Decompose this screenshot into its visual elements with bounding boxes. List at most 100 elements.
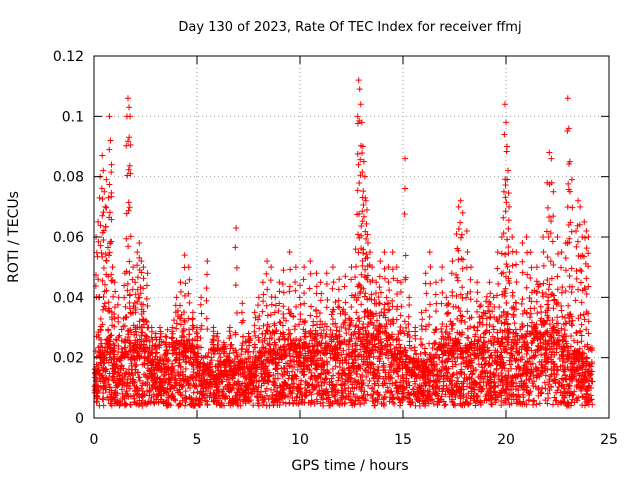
data-point (222, 364, 229, 371)
data-point (383, 350, 390, 357)
data-point (397, 312, 404, 319)
data-point (143, 282, 150, 289)
data-point (233, 264, 240, 271)
data-point (433, 351, 440, 358)
data-point (266, 402, 273, 409)
data-point (401, 330, 408, 337)
data-point (340, 347, 347, 354)
data-point (427, 263, 434, 270)
data-point (519, 296, 526, 303)
data-point (127, 401, 134, 408)
data-point (134, 369, 141, 376)
data-point (285, 385, 292, 392)
data-point (280, 310, 287, 317)
data-point (134, 390, 141, 397)
data-point (461, 318, 468, 325)
data-point (267, 277, 274, 284)
data-point (502, 251, 509, 258)
data-point (533, 298, 540, 305)
data-point (124, 351, 131, 358)
data-point (251, 322, 258, 329)
data-point (276, 288, 283, 295)
data-point (281, 343, 288, 350)
data-point (348, 303, 355, 310)
data-point (186, 299, 193, 306)
data-point (112, 288, 119, 295)
data-point (284, 336, 291, 343)
data-point (340, 321, 347, 328)
data-point (346, 322, 353, 329)
data-point (97, 336, 104, 343)
data-point (355, 249, 362, 256)
data-point (263, 385, 270, 392)
data-point (284, 341, 291, 348)
data-point (397, 399, 404, 406)
data-point (519, 258, 526, 265)
data-point (125, 243, 132, 250)
data-point (443, 294, 450, 301)
data-point (202, 397, 209, 404)
data-point (370, 361, 377, 368)
data-point (177, 401, 184, 408)
data-point (126, 134, 133, 141)
data-point (358, 223, 365, 230)
data-point (381, 306, 388, 313)
data-point (401, 318, 408, 325)
data-point (413, 372, 420, 379)
data-point (426, 340, 433, 347)
data-point (454, 274, 461, 281)
data-point (505, 217, 512, 224)
data-point (330, 279, 337, 286)
data-point (375, 363, 382, 370)
data-point (320, 402, 327, 409)
data-point (426, 382, 433, 389)
data-point (335, 377, 342, 384)
data-point (217, 364, 224, 371)
data-point (429, 367, 436, 374)
data-point (118, 346, 125, 353)
data-point (486, 321, 493, 328)
data-point (208, 354, 215, 361)
data-point (513, 261, 520, 268)
data-point (359, 372, 366, 379)
data-point (207, 390, 214, 397)
data-point (282, 317, 289, 324)
data-point (96, 194, 103, 201)
data-point (317, 349, 324, 356)
data-point (157, 375, 164, 382)
data-point (272, 352, 279, 359)
data-point (192, 402, 199, 409)
data-point (423, 290, 430, 297)
data-point (503, 300, 510, 307)
data-point (347, 374, 354, 381)
data-point (381, 301, 388, 308)
data-point (271, 379, 278, 386)
data-point (173, 380, 180, 387)
data-point (309, 381, 316, 388)
data-point (108, 277, 115, 284)
data-point (360, 213, 367, 220)
data-point (106, 113, 113, 120)
data-point (391, 367, 398, 374)
data-point (126, 162, 133, 169)
data-point (295, 321, 302, 328)
data-point (298, 363, 305, 370)
data-point (545, 286, 552, 293)
data-point (415, 395, 422, 402)
data-point (123, 379, 130, 386)
data-point (118, 386, 125, 393)
data-point (302, 334, 309, 341)
data-point (502, 194, 509, 201)
data-point (204, 402, 211, 409)
data-point (400, 393, 407, 400)
data-point (280, 389, 287, 396)
data-point (494, 249, 501, 256)
data-point (217, 354, 224, 361)
data-point (457, 308, 464, 315)
data-point (419, 316, 426, 323)
data-point (99, 152, 106, 159)
data-point (138, 385, 145, 392)
data-point (317, 318, 324, 325)
data-point (406, 294, 413, 301)
data-point (409, 386, 416, 393)
